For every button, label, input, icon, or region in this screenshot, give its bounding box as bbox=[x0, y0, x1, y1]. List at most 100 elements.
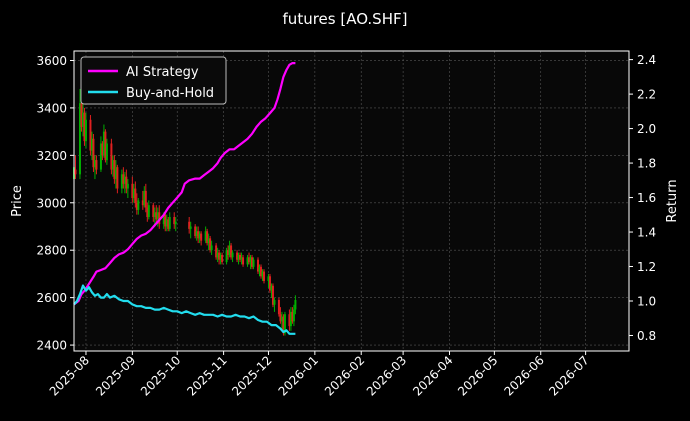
y-right-tick-label: 2.2 bbox=[637, 88, 656, 102]
candle-body bbox=[283, 314, 286, 334]
candle-body bbox=[153, 212, 156, 218]
candle-body bbox=[174, 221, 177, 225]
candle-body bbox=[207, 238, 210, 244]
candle-body bbox=[292, 309, 295, 322]
y-right-tick-label: 1.6 bbox=[637, 191, 656, 205]
candle-body bbox=[294, 300, 297, 310]
y-right-tick-label: 1.8 bbox=[637, 157, 656, 171]
candle-body bbox=[90, 138, 93, 151]
candle-body bbox=[99, 143, 102, 170]
candle-body bbox=[101, 143, 104, 156]
candle-body bbox=[248, 257, 251, 263]
candle-body bbox=[273, 300, 276, 305]
candle-body bbox=[158, 212, 161, 225]
candle-body bbox=[225, 250, 228, 263]
y-right-tick-label: 1.2 bbox=[637, 260, 656, 274]
chart-title: futures [AO.SHF] bbox=[283, 10, 408, 28]
plot-frame bbox=[73, 50, 630, 352]
candle-body bbox=[147, 205, 150, 218]
candle-body bbox=[173, 217, 176, 225]
legend-label-ai-strategy: AI Strategy bbox=[126, 65, 199, 80]
candle-body bbox=[156, 212, 159, 220]
candle-body bbox=[167, 219, 170, 229]
candle-body bbox=[197, 231, 200, 239]
candle-body bbox=[123, 176, 126, 184]
candle-body bbox=[216, 252, 219, 258]
candle-body bbox=[143, 190, 146, 206]
candle-body bbox=[270, 285, 273, 291]
candle-body bbox=[262, 271, 265, 282]
candle-body bbox=[144, 190, 147, 208]
candle-body bbox=[210, 245, 213, 251]
y-left-tick-label: 3600 bbox=[36, 54, 67, 68]
candle-body bbox=[194, 226, 197, 236]
candle-body bbox=[227, 250, 230, 255]
candle-body bbox=[280, 316, 283, 322]
series-line-buy-and-hold bbox=[73, 284, 296, 335]
grid bbox=[74, 51, 629, 351]
candle-body bbox=[111, 160, 114, 170]
y-right-tick-label: 1.0 bbox=[637, 295, 656, 309]
y-left-tick-label: 2600 bbox=[36, 291, 67, 305]
y-axis-right-label: Return bbox=[665, 179, 680, 222]
candle-body bbox=[249, 257, 252, 263]
candle-body bbox=[240, 257, 243, 260]
candle-body bbox=[239, 254, 242, 260]
candle-body bbox=[242, 257, 245, 265]
candle-body bbox=[74, 169, 77, 175]
candle-body bbox=[289, 311, 292, 327]
candle-body bbox=[251, 257, 254, 267]
candle-body bbox=[189, 226, 192, 229]
candle-body bbox=[141, 200, 144, 206]
candle-body bbox=[258, 266, 261, 272]
candle-body bbox=[231, 252, 234, 258]
candle-body bbox=[122, 174, 125, 184]
candle-body bbox=[155, 212, 158, 220]
candle-body bbox=[81, 112, 84, 127]
candle-body bbox=[259, 266, 262, 277]
candle-body bbox=[271, 285, 274, 305]
candle-body bbox=[162, 214, 165, 225]
candle-body bbox=[135, 202, 138, 210]
legend: AI Strategy Buy-and-Hold bbox=[80, 56, 227, 105]
series-line-ai-strategy bbox=[73, 61, 296, 306]
candle-body bbox=[168, 217, 171, 229]
candle-body bbox=[78, 103, 81, 175]
candle-body bbox=[152, 205, 155, 218]
candle-body bbox=[221, 254, 224, 263]
candle-body bbox=[279, 314, 282, 322]
candle-body bbox=[291, 311, 294, 322]
candle-body bbox=[209, 238, 212, 251]
candle-body bbox=[252, 259, 255, 267]
candle-body bbox=[113, 160, 116, 180]
candle-body bbox=[165, 219, 168, 227]
line-series bbox=[73, 61, 296, 335]
candle-body bbox=[126, 183, 129, 189]
y-right-tick-label: 1.4 bbox=[637, 226, 656, 240]
candle-body bbox=[198, 233, 201, 239]
candle-body bbox=[110, 143, 113, 170]
candle-body bbox=[228, 245, 231, 255]
candle-body bbox=[246, 257, 249, 265]
candle-body bbox=[116, 167, 119, 189]
candle-body bbox=[102, 131, 105, 156]
candle-body bbox=[206, 231, 209, 244]
candle-body bbox=[80, 103, 83, 127]
candle-body bbox=[83, 112, 86, 142]
candle-body bbox=[230, 245, 233, 258]
y-right-tick-label: 2.4 bbox=[637, 53, 656, 67]
candle-body bbox=[131, 183, 134, 199]
legend-label-buy-and-hold: Buy-and-Hold bbox=[126, 86, 214, 101]
candle-body bbox=[236, 252, 239, 260]
candle-body bbox=[200, 233, 203, 241]
candle-body bbox=[218, 252, 221, 260]
y-right-tick-label: 0.8 bbox=[637, 329, 656, 343]
candle-body bbox=[137, 200, 140, 210]
candle-body bbox=[84, 119, 87, 142]
candle-body bbox=[92, 138, 95, 168]
candle-body bbox=[195, 231, 198, 236]
candle-body bbox=[95, 160, 98, 170]
candle-body bbox=[277, 300, 280, 315]
candle-body bbox=[146, 207, 149, 218]
